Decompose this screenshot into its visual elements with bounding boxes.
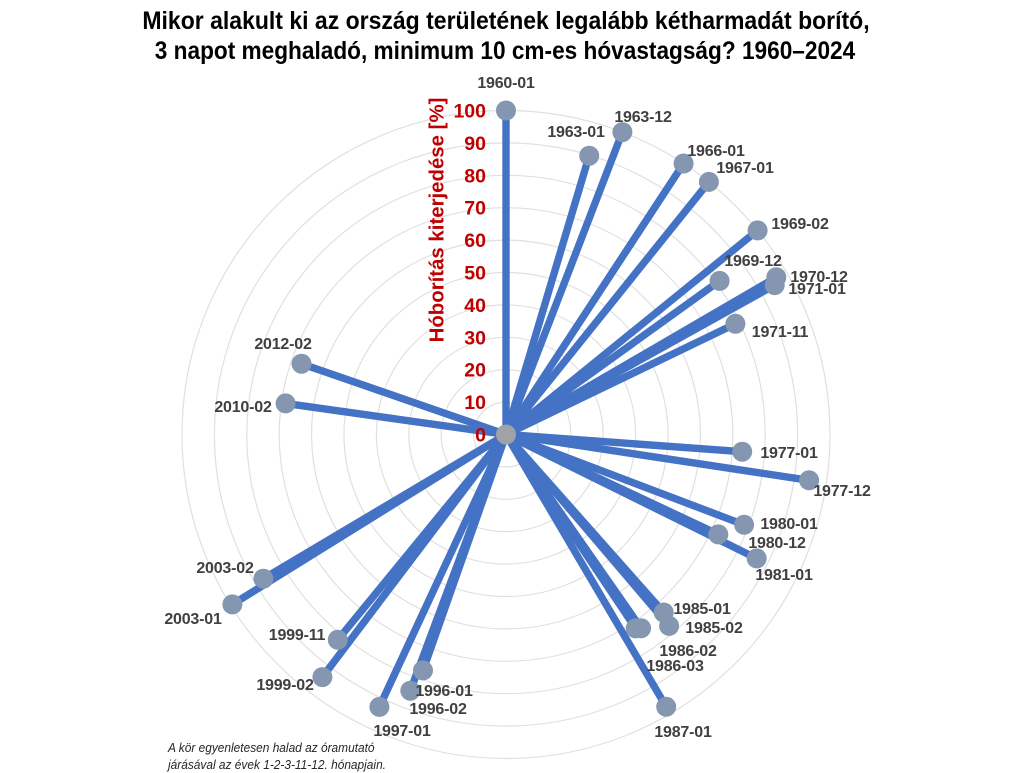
svg-text:1977-01: 1977-01 — [760, 445, 818, 462]
svg-text:1969-12: 1969-12 — [724, 253, 782, 270]
svg-text:1980-01: 1980-01 — [760, 516, 818, 533]
svg-text:1971-11: 1971-11 — [752, 324, 809, 341]
svg-text:2003-01: 2003-01 — [164, 611, 222, 628]
svg-text:1963-01: 1963-01 — [547, 124, 605, 141]
svg-text:100: 100 — [453, 101, 486, 123]
svg-text:30: 30 — [464, 327, 486, 349]
svg-text:20: 20 — [464, 360, 486, 382]
svg-text:2012-02: 2012-02 — [254, 336, 312, 353]
svg-text:80: 80 — [464, 165, 486, 187]
svg-text:1977-12: 1977-12 — [813, 483, 871, 500]
svg-text:1970-12: 1970-12 — [790, 269, 848, 286]
svg-text:1997-01: 1997-01 — [373, 723, 431, 740]
svg-text:40: 40 — [464, 295, 486, 317]
svg-text:1996-02: 1996-02 — [409, 701, 467, 718]
svg-text:90: 90 — [464, 133, 486, 155]
svg-text:50: 50 — [464, 263, 486, 285]
svg-text:60: 60 — [464, 230, 486, 252]
svg-text:1960-01: 1960-01 — [477, 75, 535, 92]
svg-text:1985-02: 1985-02 — [685, 620, 743, 637]
svg-text:0: 0 — [475, 425, 486, 447]
svg-text:1996-01: 1996-01 — [415, 683, 473, 700]
svg-text:1980-12: 1980-12 — [748, 535, 806, 552]
svg-text:2003-02: 2003-02 — [196, 560, 254, 577]
svg-text:1999-02: 1999-02 — [256, 677, 314, 694]
svg-text:Hóborítás kiterjedése [%]: Hóborítás kiterjedése [%] — [427, 98, 449, 343]
svg-text:2010-02: 2010-02 — [214, 399, 272, 416]
svg-text:1981-01: 1981-01 — [755, 567, 813, 584]
svg-text:1963-12: 1963-12 — [614, 109, 672, 126]
svg-text:70: 70 — [464, 198, 486, 220]
svg-text:1969-02: 1969-02 — [771, 216, 829, 233]
svg-text:1987-01: 1987-01 — [654, 724, 712, 741]
svg-text:1985-01: 1985-01 — [673, 601, 731, 618]
svg-text:10: 10 — [464, 392, 486, 414]
svg-text:1999-11: 1999-11 — [269, 627, 326, 644]
svg-text:1966-01: 1966-01 — [687, 143, 745, 160]
svg-text:1986-03: 1986-03 — [646, 658, 704, 675]
svg-text:1971-01: 1971-01 — [788, 281, 846, 298]
svg-text:1967-01: 1967-01 — [716, 160, 774, 177]
svg-text:1986-02: 1986-02 — [659, 643, 717, 660]
